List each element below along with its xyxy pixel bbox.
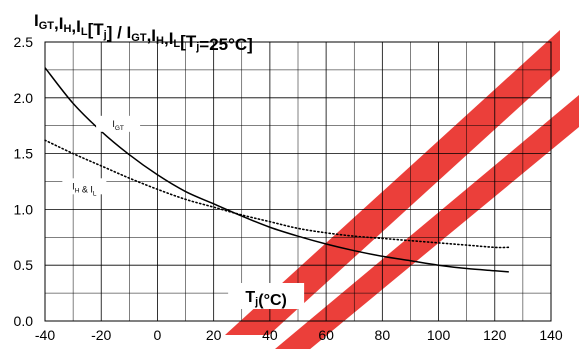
series-line-0 [44, 67, 509, 273]
x-tick-label: 20 [206, 327, 222, 343]
y-tick-label: 2.0 [14, 90, 34, 106]
x-axis-label-group: Tj(°C) [228, 283, 305, 309]
watermark [225, 30, 579, 349]
series-line-1 [44, 139, 510, 249]
x-tick-label: 120 [483, 327, 507, 343]
x-axis-label-bg [228, 283, 305, 309]
y-tick-label: 2.5 [14, 34, 34, 50]
series-label-bg [62, 178, 107, 195]
series-lines [44, 67, 510, 273]
grid-minor [45, 42, 551, 321]
watermark-stripe [225, 30, 560, 335]
watermark-stripe [275, 95, 579, 349]
series-label-0: IGT [112, 119, 124, 132]
chart-title: IGT,IH,IL[Tj] / IGT,IH,IL[Tj=25°C] [34, 11, 253, 54]
x-tick-label: 40 [262, 327, 278, 343]
plot-frame [44, 41, 552, 322]
y-tick-label: 0.0 [14, 313, 34, 329]
y-tick-label: 1.0 [14, 201, 34, 217]
x-tick-label: 80 [375, 327, 391, 343]
x-tick-label: 60 [318, 327, 334, 343]
y-tick-label: 1.5 [14, 146, 34, 162]
series-labels: IGT IH & IL [62, 115, 141, 197]
x-tick-label: 0 [154, 327, 162, 343]
y-tick-label: 0.5 [14, 257, 34, 273]
x-tick-label: -20 [91, 327, 111, 343]
x-axis-ticks: -40 -20 0 20 40 60 80 100 120 140 [35, 327, 563, 343]
series-label-1: IH & IL [72, 181, 97, 197]
x-tick-label: 140 [539, 327, 563, 343]
x-tick-label: 100 [427, 327, 451, 343]
y-axis-ticks: 0.0 0.5 1.0 1.5 2.0 2.5 [14, 34, 34, 329]
x-tick-label: -40 [35, 327, 55, 343]
x-axis-label: Tj(°C) [245, 289, 286, 309]
series-label-bg [96, 115, 141, 132]
